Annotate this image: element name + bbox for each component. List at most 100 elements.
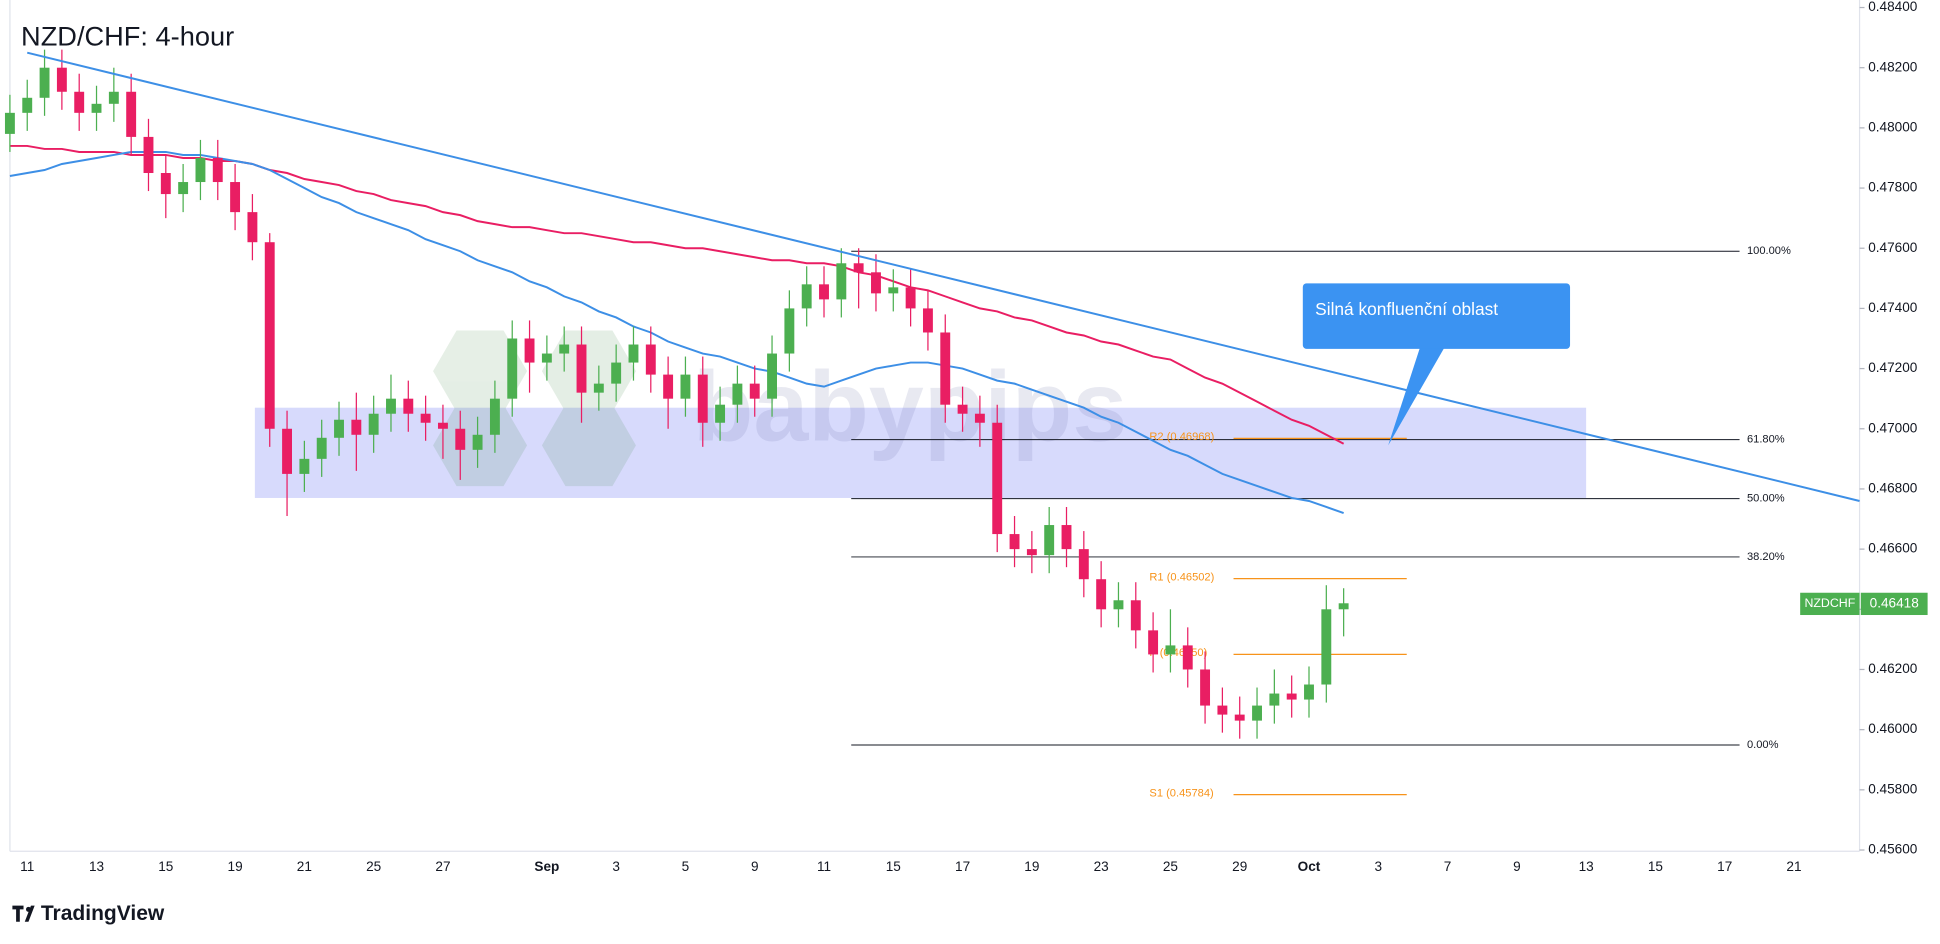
- brand-icon: [12, 905, 35, 922]
- candle-body: [541, 353, 552, 363]
- candle-body: [680, 374, 691, 399]
- candle-body: [56, 67, 67, 92]
- candle-body: [1009, 534, 1020, 550]
- x-tick-label: 25: [366, 859, 381, 874]
- y-tick-label: 0.45800: [1868, 781, 1918, 796]
- pivot-label: P (0.46250): [1149, 647, 1207, 659]
- symbol-badge: [1800, 592, 1860, 616]
- candle-body: [368, 413, 379, 435]
- watermark-text: babypips: [693, 351, 1127, 462]
- candle-body: [611, 362, 622, 384]
- candle-body: [524, 338, 535, 363]
- y-tick-label: 0.46800: [1868, 481, 1918, 496]
- x-tick-label: 7: [1444, 859, 1452, 874]
- candle-body: [576, 344, 587, 393]
- candle-body: [801, 284, 812, 309]
- x-tick-label: 3: [612, 859, 620, 874]
- x-tick-label: 15: [886, 859, 901, 874]
- candle-body: [645, 344, 656, 375]
- candle-body: [143, 136, 154, 174]
- candle-body: [593, 383, 604, 393]
- candle-body: [178, 182, 189, 195]
- candle-body: [1321, 609, 1332, 685]
- candle-body: [230, 182, 241, 213]
- fib-label: 61.80%: [1747, 434, 1785, 446]
- candle-body: [697, 374, 708, 423]
- y-tick-label: 0.46600: [1868, 541, 1918, 556]
- x-tick-label: Oct: [1298, 859, 1321, 874]
- candle-body: [1234, 714, 1245, 721]
- candle-body: [282, 428, 293, 474]
- last-price-badge: [1860, 592, 1928, 616]
- candle-body: [559, 344, 570, 354]
- callout-text: Silná konfluenční oblast: [1315, 299, 1498, 319]
- candle-body: [853, 263, 864, 273]
- candle-body: [74, 91, 85, 113]
- x-tick-label: 21: [297, 859, 312, 874]
- pivot-label: R2 (0.46968): [1149, 431, 1214, 443]
- trendline: [27, 51, 1860, 502]
- fib-label: 38.20%: [1747, 551, 1785, 563]
- candle-body: [957, 404, 968, 414]
- candle-body: [437, 422, 448, 429]
- y-tick-label: 0.46200: [1868, 661, 1918, 676]
- candle-body: [1304, 684, 1314, 700]
- x-tick-label: 9: [1513, 859, 1521, 874]
- x-tick-label: 15: [1648, 859, 1663, 874]
- candle-body: [1269, 693, 1280, 706]
- x-tick-label: 9: [751, 859, 759, 874]
- candle-body: [1286, 693, 1297, 700]
- x-tick-label: 17: [1717, 859, 1732, 874]
- candle-body: [489, 398, 500, 435]
- candle-body: [1182, 645, 1193, 670]
- candle-body: [940, 332, 951, 405]
- candle-body: [628, 344, 639, 363]
- x-tick-label: 17: [955, 859, 970, 874]
- x-tick-label: 11: [20, 859, 34, 874]
- y-tick-label: 0.47800: [1868, 180, 1918, 195]
- x-tick-label: 19: [1024, 859, 1039, 874]
- candle-body: [1096, 579, 1107, 610]
- x-tick-label: 19: [228, 859, 243, 874]
- candle-body: [108, 91, 119, 104]
- candle-body: [1044, 525, 1055, 556]
- y-tick-label: 0.47000: [1868, 420, 1918, 435]
- candle-body: [160, 173, 171, 195]
- x-tick-label: 23: [1094, 859, 1109, 874]
- chart-title: NZD/CHF: 4-hour: [21, 21, 234, 52]
- candle-body: [316, 437, 327, 459]
- y-tick-label: 0.47400: [1868, 300, 1918, 315]
- candle-body: [351, 419, 362, 435]
- pivot-label: S1 (0.45784): [1149, 787, 1214, 799]
- candle-body: [247, 212, 258, 243]
- x-tick-label: Sep: [534, 859, 559, 874]
- callout-box: [1302, 283, 1571, 349]
- candle-body: [1148, 630, 1159, 655]
- candle-body: [39, 67, 50, 98]
- candle-body: [922, 308, 933, 333]
- moving-average: [9, 150, 1344, 514]
- candle-body: [715, 404, 726, 423]
- y-tick-label: 0.48000: [1868, 119, 1918, 134]
- candle-body: [819, 284, 829, 300]
- moving-average: [9, 144, 1345, 445]
- candle-body: [871, 272, 881, 294]
- candle-body: [767, 353, 777, 399]
- candle-body: [1130, 600, 1141, 631]
- x-tick-label: 29: [1232, 859, 1247, 874]
- candle-body: [1217, 705, 1228, 715]
- brand-icon-dot: [26, 906, 31, 912]
- y-tick-label: 0.47200: [1868, 360, 1918, 375]
- candle-body: [1252, 705, 1262, 721]
- x-tick-label: 27: [435, 859, 450, 874]
- candle-body: [212, 157, 223, 183]
- candle-body: [22, 97, 33, 113]
- watermark-hexagon: [433, 330, 528, 412]
- brand-logo: TradingView: [12, 902, 165, 925]
- candle-body: [784, 308, 795, 354]
- x-tick-label: 25: [1163, 859, 1178, 874]
- x-tick-label: 15: [158, 859, 173, 874]
- overlay-layer: 0.456000.458000.460000.462000.464000.466…: [20, 0, 1928, 874]
- candle-body: [992, 422, 1003, 535]
